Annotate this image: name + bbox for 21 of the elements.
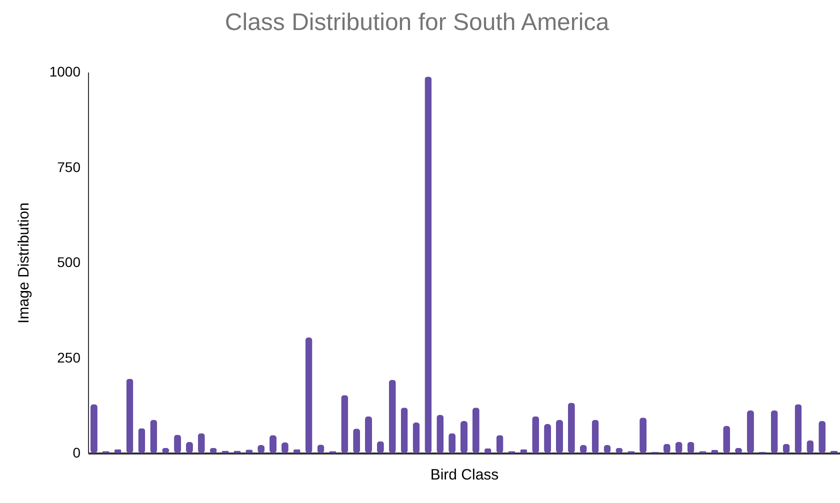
bar — [770, 410, 778, 453]
bar — [305, 338, 312, 453]
bar — [341, 395, 348, 453]
y-tick-label: 0 — [72, 444, 81, 460]
bar — [794, 404, 802, 453]
y-tick-label: 500 — [57, 254, 81, 270]
y-tick-label: 250 — [57, 349, 81, 366]
bar — [126, 378, 134, 453]
bar — [460, 420, 468, 453]
bar — [568, 402, 575, 453]
y-tick-label: 750 — [57, 158, 81, 175]
y-tick-label: 1000 — [49, 64, 81, 80]
bar — [472, 408, 480, 453]
bar — [388, 380, 396, 453]
chart-title: Class Distribution for South America — [224, 9, 610, 36]
bar — [424, 76, 432, 453]
bar — [400, 408, 408, 453]
y-axis-title: Image Distribution — [15, 202, 32, 324]
x-axis-title: Bird Class — [430, 466, 499, 484]
bar — [90, 404, 98, 453]
bar — [436, 414, 444, 453]
